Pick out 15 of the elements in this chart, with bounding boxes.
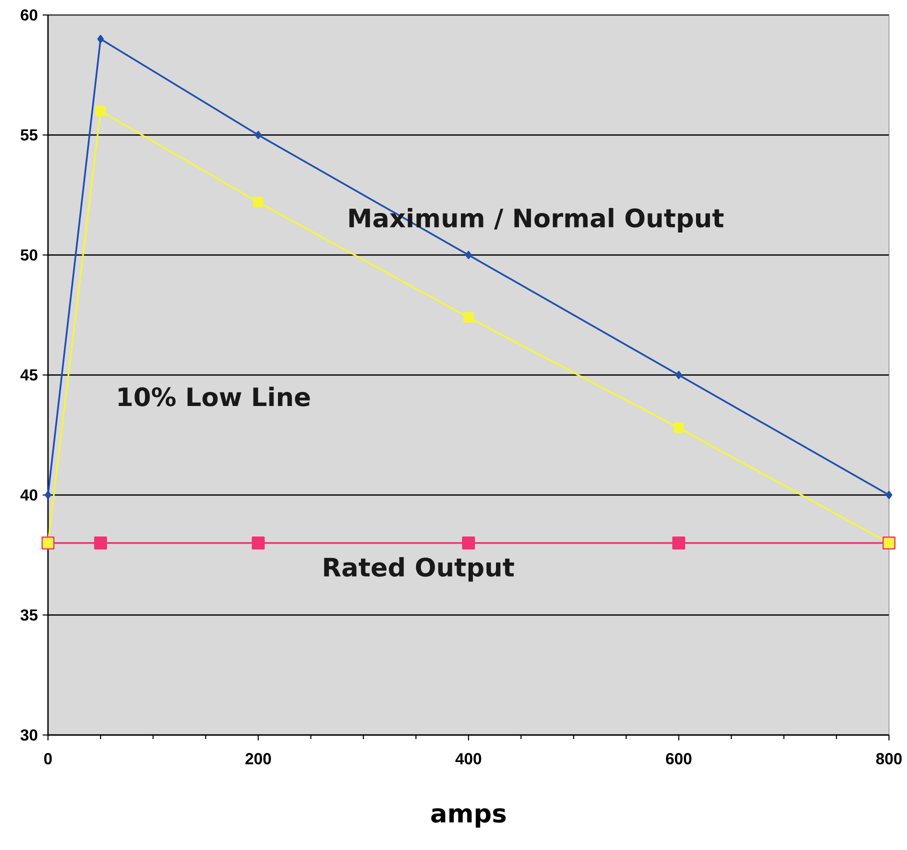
x-tick-label: 600	[666, 753, 692, 764]
x-tick-label: 0	[44, 753, 52, 764]
y-tick-label: 35	[20, 609, 38, 621]
text: 10% Low Line	[118, 386, 310, 406]
y-tick-label: 40	[20, 489, 38, 501]
x-axis-title: amps	[431, 808, 506, 828]
series-label: Rated Output	[324, 557, 514, 582]
x-tick-label: 400	[455, 753, 482, 764]
y-tick-label: 55	[20, 129, 38, 141]
y-tick-label: 60	[20, 9, 38, 21]
y-tick-label: 50	[20, 249, 38, 261]
y-tick-label: 45	[20, 369, 38, 381]
x-tick-label: 800	[876, 753, 902, 764]
x-tick-label: 200	[245, 753, 271, 764]
y-tick-label: 30	[20, 729, 38, 741]
